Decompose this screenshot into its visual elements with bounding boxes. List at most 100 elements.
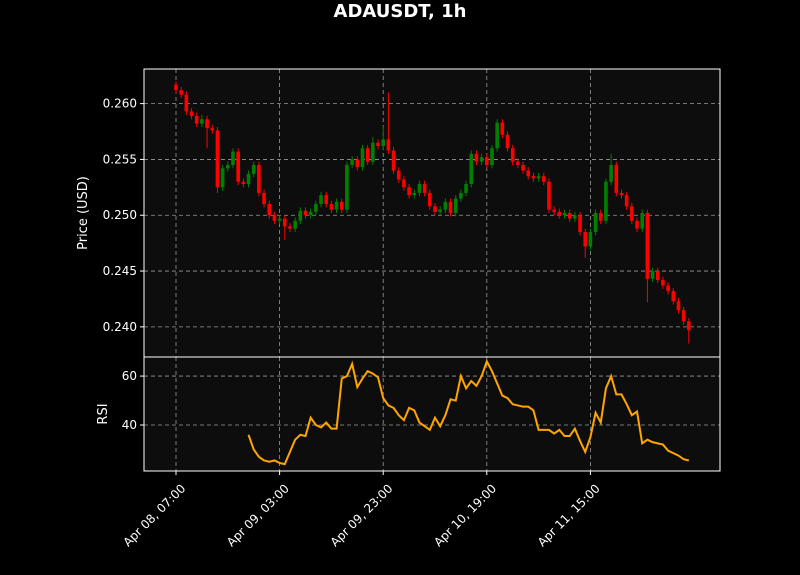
candle-body [231,151,235,165]
candle-body [583,231,588,247]
candle-body [609,165,613,182]
candle-body [536,176,541,179]
panel-frame [143,356,721,472]
candle-body [474,153,479,162]
candle-body [350,159,354,165]
candle-body [500,122,505,135]
candle-body [552,209,556,212]
candle-body [557,211,562,216]
candle-body [184,94,189,112]
candle-body [308,211,313,216]
candle-body [334,201,339,210]
candle-body [464,183,468,193]
candle-body [593,213,598,232]
candle-body [355,159,360,168]
candle-body [396,170,401,180]
candle-body [598,213,603,221]
candle-body [215,130,220,188]
y-tick-label: 0.250 [103,208,137,222]
candle-body [262,192,266,205]
candle-body [453,198,458,213]
candle-body [371,142,375,162]
candle-body [619,192,624,196]
candle-body [510,148,515,162]
chart-title: ADAUSDT, 1h [334,1,467,22]
candle-body [251,165,256,174]
candle-body [329,204,334,210]
candle-body [521,165,525,171]
candle-body [267,204,272,216]
candle-body [179,90,183,95]
candle-body [526,170,531,177]
candle-body [624,195,629,207]
y-tick-label: 0.260 [103,97,137,111]
candle-body [360,148,365,168]
candle-body [541,176,546,182]
candle-body [438,209,442,212]
candle-body [422,183,427,193]
candle-body [505,134,510,149]
candle-body [666,285,670,292]
candle-body [645,213,650,279]
candle-body [339,201,344,210]
candle-body [588,231,593,247]
candle-body [655,271,660,280]
candle-body [676,301,681,311]
candle-body [433,206,437,212]
candle-body [562,213,567,216]
candle-body [567,213,572,219]
candle-body [495,122,499,149]
candle-body [412,192,417,196]
candle-body [417,183,422,193]
candle-body [226,165,230,169]
candle-body [573,215,577,219]
candle-body [324,195,329,205]
candle-body [194,115,199,124]
candle-body [407,187,411,196]
y-tick-label: 40 [122,418,137,432]
candle-body [205,119,209,129]
candle-body [236,151,240,182]
candle-body [681,310,686,322]
candle-body [578,215,582,232]
candle-body [293,220,297,229]
candle-body [174,84,178,91]
candle-body [614,165,619,193]
candle-body [345,165,349,210]
candle-body [220,168,225,188]
rsi-line [247,358,690,466]
candle-body [272,215,277,221]
candle-body [386,139,391,151]
y-axis-label: Price (USD) [76,176,91,250]
candle-body [650,271,655,279]
candle-body [246,173,251,184]
candle-body [635,220,639,229]
y-tick-label: 0.255 [103,152,137,166]
candle-body [282,218,287,227]
candle-body [485,157,489,165]
candle-body [671,291,676,302]
candle-body [257,165,261,193]
candle-body [448,201,453,213]
candle-body [661,279,665,286]
candle-body [531,176,536,179]
candle-body [443,201,448,210]
candle-body [391,150,396,171]
candle-body [303,210,308,216]
candle-body [479,157,484,162]
candle-body [640,213,644,229]
candle-body [469,153,474,184]
candle-body [314,204,318,212]
candle-body [630,206,634,221]
y-axis-label: RSI [96,403,111,424]
candle-body [365,148,370,162]
candle-body [376,142,380,147]
candle-body [381,139,385,147]
candle-body [547,181,551,210]
candle-body [604,181,608,221]
candle-body [241,181,246,184]
candle-body [189,111,194,116]
candle-body [516,161,520,165]
y-tick-label: 60 [122,369,137,383]
